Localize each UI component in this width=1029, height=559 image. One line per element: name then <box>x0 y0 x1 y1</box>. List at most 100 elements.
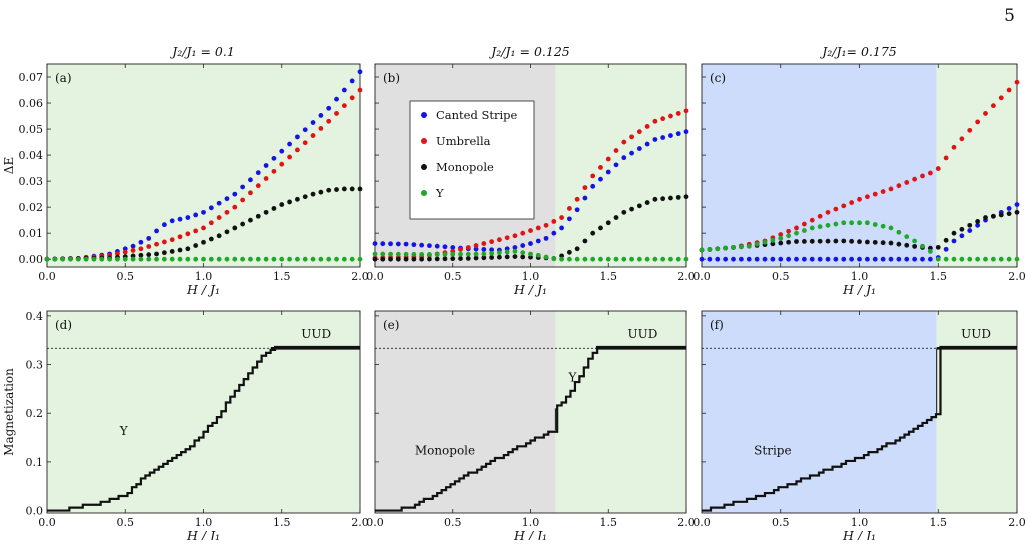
data-point-canted_stripe <box>528 241 533 246</box>
data-point-canted_stripe <box>1006 206 1012 211</box>
data-point-y <box>660 256 666 262</box>
data-point-y <box>177 256 183 262</box>
data-point-y <box>598 256 603 262</box>
phase-region-green <box>47 64 360 267</box>
panel-d: 0.0 0.5 1.0 1.5 2.0 0.0 0.1 0.2 0.3 0.4 H / J₁ Magn… <box>2 310 369 543</box>
data-point-canted_stripe <box>224 196 230 202</box>
legend-marker-canted_stripe <box>421 112 427 118</box>
data-point-canted_stripe <box>232 191 238 197</box>
data-point-y <box>465 251 471 257</box>
data-point-umbrella <box>857 196 862 202</box>
phase-region-green <box>555 311 686 513</box>
data-point-canted_stripe <box>723 256 729 262</box>
data-point-canted_stripe <box>240 184 246 190</box>
data-point-canted_stripe <box>161 222 167 228</box>
data-point-canted_stripe <box>770 256 776 262</box>
data-point-monopole <box>778 240 784 246</box>
data-point-canted_stripe <box>652 137 658 142</box>
data-point-monopole <box>201 239 206 245</box>
data-point-canted_stripe <box>310 120 316 125</box>
data-point-y <box>326 256 332 262</box>
data-point-umbrella <box>927 170 933 176</box>
data-point-canted_stripe <box>786 256 792 262</box>
data-point-monopole <box>959 226 965 232</box>
data-point-umbrella <box>318 126 324 131</box>
data-point-y <box>334 256 339 262</box>
data-point-canted_stripe <box>590 183 596 189</box>
data-point-y <box>520 250 526 256</box>
data-point-umbrella <box>904 180 910 185</box>
data-point-canted_stripe <box>660 135 666 140</box>
panel-label: (e) <box>383 318 399 332</box>
y-tick-label: 0.00 <box>19 253 44 266</box>
data-point-monopole <box>841 238 847 244</box>
phase-region-blue <box>702 311 937 513</box>
data-point-y <box>778 235 784 241</box>
data-point-monopole <box>185 246 191 252</box>
magnetization-curve <box>702 345 1017 512</box>
data-point-y <box>122 256 128 262</box>
data-point-y <box>904 234 910 240</box>
y-tick-label: 0.3 <box>26 359 44 372</box>
panel-title: J₂/J₁ = 0.125 <box>488 44 570 59</box>
data-point-monopole <box>1006 211 1012 217</box>
x-tick-label: 1.0 <box>195 270 213 283</box>
data-point-y <box>629 256 634 262</box>
annotation-label: Y <box>119 424 129 438</box>
data-point-canted_stripe <box>731 256 736 262</box>
data-point-y <box>825 222 831 228</box>
data-point-canted_stripe <box>857 256 862 262</box>
data-point-umbrella <box>675 111 681 116</box>
data-point-y <box>263 256 269 262</box>
data-point-monopole <box>912 243 918 249</box>
data-point-umbrella <box>528 228 533 233</box>
y-tick-label: 0.4 <box>26 310 44 323</box>
data-point-y <box>68 256 73 262</box>
data-point-umbrella <box>683 108 689 114</box>
data-point-y <box>130 256 136 262</box>
data-point-y <box>920 243 925 249</box>
x-tick-label: 1.5 <box>273 270 291 283</box>
y-axis-label: Magnetization <box>2 368 16 456</box>
data-point-y <box>605 256 611 262</box>
data-point-canted_stripe <box>841 256 847 262</box>
data-point-umbrella <box>872 191 878 197</box>
data-point-umbrella <box>146 244 152 249</box>
data-point-y <box>668 256 673 262</box>
data-point-y <box>754 241 760 247</box>
data-point-umbrella <box>668 113 673 119</box>
data-point-canted_stripe <box>778 256 784 262</box>
data-point-umbrella <box>660 116 666 122</box>
data-point-umbrella <box>888 186 894 192</box>
data-point-canted_stripe <box>951 238 957 244</box>
data-point-canted_stripe <box>193 212 199 218</box>
x-tick-label: 0.5 <box>444 516 462 529</box>
data-point-monopole <box>295 196 300 202</box>
data-point-umbrella <box>951 144 957 150</box>
data-point-y <box>590 256 596 262</box>
panel-c: 0.0 0.5 1.0 1.5 2.0 H / J₁ J₂/J₁= 0.175 (c) <box>693 44 1026 297</box>
data-point-y <box>809 225 815 231</box>
data-point-canted_stripe <box>442 244 448 250</box>
data-point-y <box>193 256 199 262</box>
data-point-y <box>683 256 689 262</box>
data-point-monopole <box>794 239 799 244</box>
y-tick-label: 0.04 <box>19 149 44 162</box>
data-point-monopole <box>411 256 417 262</box>
data-point-monopole <box>683 194 689 200</box>
data-point-y <box>801 228 807 233</box>
data-point-umbrella <box>817 213 823 219</box>
data-point-umbrella <box>512 233 518 239</box>
annotation-label: Y <box>568 371 578 385</box>
data-point-y <box>349 256 355 262</box>
data-point-y <box>154 256 159 262</box>
data-point-canted_stripe <box>255 170 261 176</box>
x-tick-label: 1.0 <box>522 270 540 283</box>
data-point-y <box>411 251 417 257</box>
data-point-y <box>115 256 120 262</box>
series-y <box>372 248 689 262</box>
data-point-y <box>959 256 965 262</box>
data-point-y <box>644 256 650 262</box>
data-point-monopole <box>395 256 401 262</box>
data-point-monopole <box>983 215 988 220</box>
